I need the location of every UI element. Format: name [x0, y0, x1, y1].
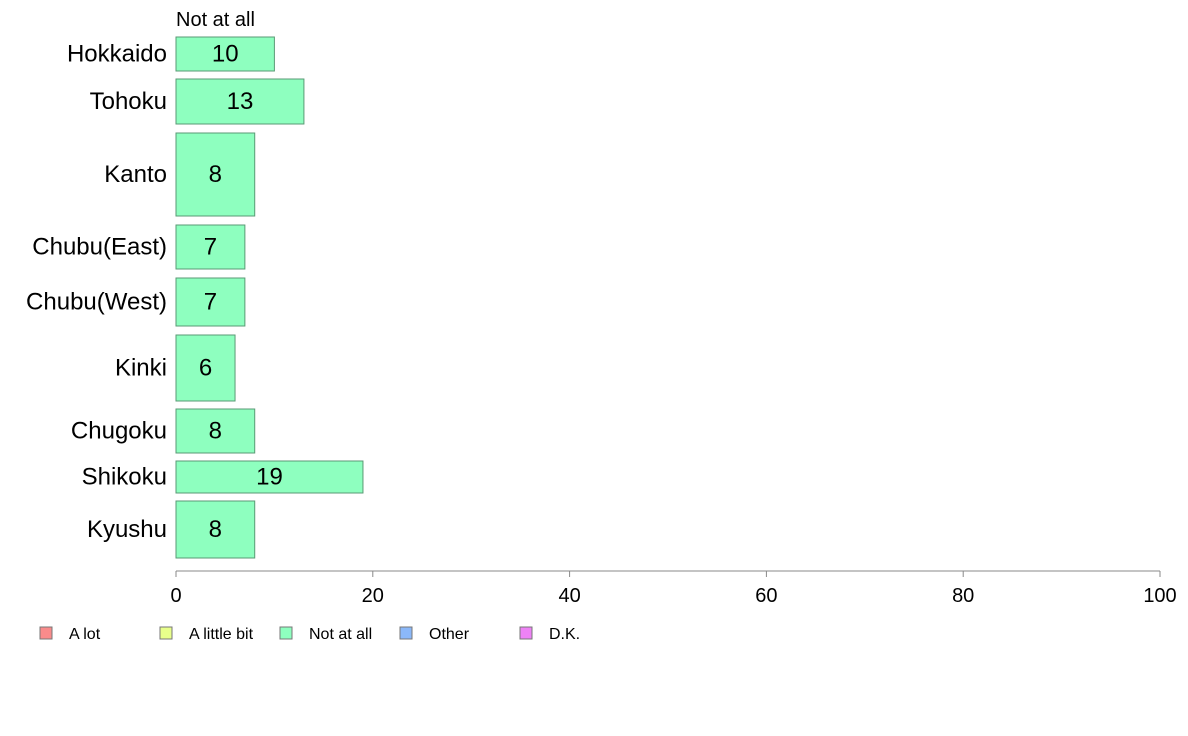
- category-label: Hokkaido: [67, 41, 167, 68]
- bar: [175, 500, 256, 559]
- legend: A lot A little bit Not at all Other D.K.: [39, 626, 580, 643]
- category-labels: Hokkaido Tohoku Kanto Chubu(East) Chubu(West…: [26, 41, 167, 544]
- legend-swatch: [399, 626, 413, 640]
- bar: [175, 78, 305, 125]
- legend-label: Not at all: [309, 626, 372, 643]
- category-label: Chubu(East): [32, 234, 167, 261]
- legend-label: D.K.: [549, 626, 580, 643]
- category-label: Kanto: [104, 161, 167, 188]
- legend-label: Other: [429, 626, 470, 643]
- x-tick-label: 80: [952, 585, 974, 607]
- category-label: Chugoku: [71, 418, 167, 445]
- x-tick-label: 20: [362, 585, 384, 607]
- legend-swatch: [39, 626, 53, 640]
- bar: [175, 132, 256, 217]
- category-label: Kinki: [115, 355, 167, 382]
- x-tick-label: 40: [558, 585, 580, 607]
- bar: [175, 224, 246, 270]
- category-label: Chubu(West): [26, 289, 167, 316]
- x-tick-label: 100: [1143, 585, 1176, 607]
- bar: [175, 277, 246, 327]
- bar-value-label: 7: [204, 234, 217, 261]
- bar-value-label: 8: [209, 516, 222, 543]
- bars-group: 10 13 8 7 7 6 8 19 8: [175, 36, 364, 559]
- bar: [175, 460, 364, 494]
- x-tick-label: 60: [755, 585, 777, 607]
- bar-value-label: 8: [209, 418, 222, 445]
- bar: [175, 334, 236, 402]
- x-tick-label: 0: [170, 585, 181, 607]
- bar-value-label: 19: [256, 464, 283, 491]
- x-axis: 0 20 40 60 80 100: [170, 570, 1177, 607]
- category-label: Kyushu: [87, 516, 167, 543]
- legend-label: A lot: [69, 626, 101, 643]
- category-label: Tohoku: [90, 88, 167, 115]
- bar-value-label: 7: [204, 289, 217, 316]
- bar: [175, 36, 275, 72]
- legend-swatch: [519, 626, 533, 640]
- bar: [175, 408, 256, 454]
- bar-value-label: 10: [212, 41, 239, 68]
- bar-value-label: 13: [227, 88, 254, 115]
- legend-label: A little bit: [189, 626, 254, 643]
- category-label: Shikoku: [82, 464, 167, 491]
- bar-value-label: 8: [209, 161, 222, 188]
- series-heading: Not at all: [176, 9, 255, 31]
- bar-value-label: 6: [199, 355, 212, 382]
- legend-swatch: [279, 626, 293, 640]
- legend-swatch: [159, 626, 173, 640]
